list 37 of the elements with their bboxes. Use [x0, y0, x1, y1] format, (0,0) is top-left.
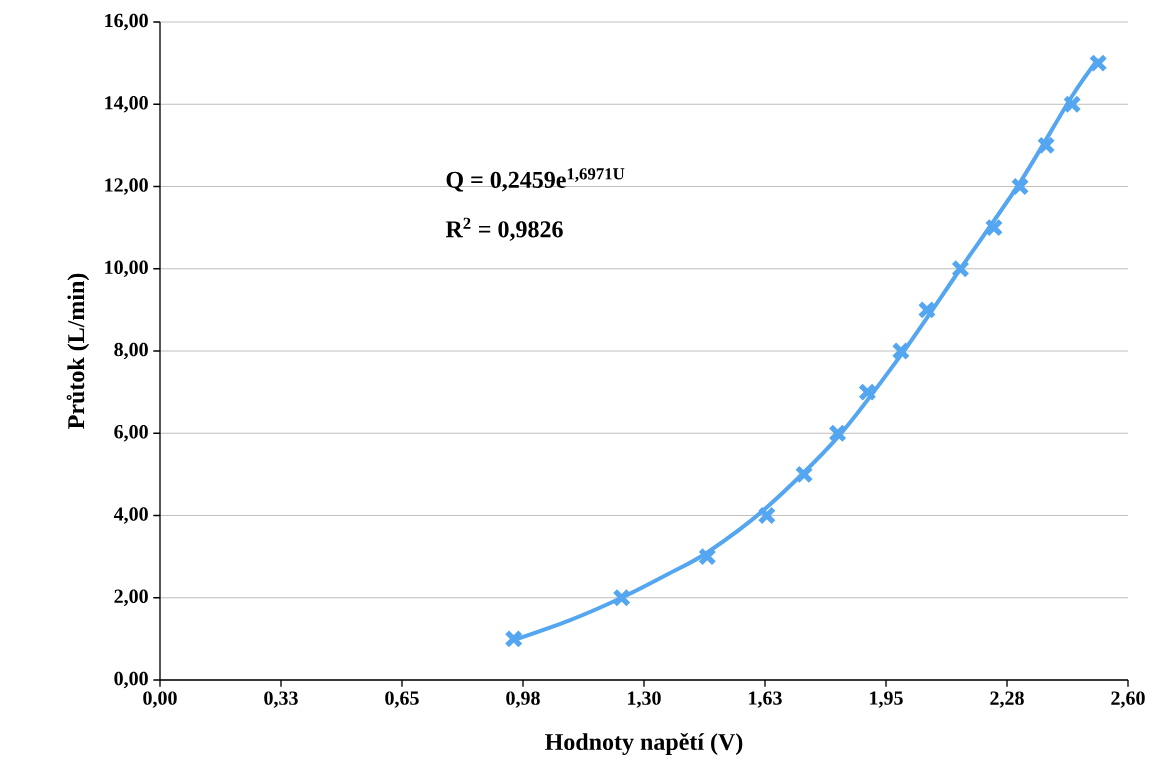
- x-tick-label: 0,65: [385, 691, 419, 708]
- y-tick-label: 2,00: [114, 589, 148, 606]
- point: [757, 506, 777, 525]
- x-tick-label: 0,33: [264, 691, 298, 708]
- point: [858, 382, 877, 402]
- x-tick-label: 2,60: [1111, 691, 1145, 708]
- y-tick-label: 0,00: [114, 671, 148, 689]
- point: [828, 423, 847, 443]
- y-axis-title: Průtok (L/min): [66, 273, 90, 429]
- point: [1062, 94, 1082, 114]
- y-tick-label: 12,00: [105, 178, 148, 195]
- x-tick-label: 1,63: [749, 691, 782, 708]
- x-tick-label: 0,98: [506, 691, 540, 708]
- point: [1010, 177, 1030, 196]
- point: [1088, 53, 1108, 73]
- point: [917, 300, 937, 320]
- point: [612, 588, 631, 608]
- annotation: R$^{2}$ = 0,9826: [445, 217, 563, 241]
- y-tick-label: 16,00: [105, 13, 148, 31]
- x-tick-label: 2,28: [990, 691, 1024, 708]
- y-tick-label: 14,00: [105, 96, 148, 113]
- point: [698, 547, 717, 566]
- x-tick-label: 1,95: [870, 691, 903, 708]
- point: [1036, 136, 1056, 155]
- point: [794, 465, 814, 484]
- x-tick-label: 0,00: [143, 691, 177, 708]
- point: [504, 629, 523, 649]
- x-tick-label: 1,30: [628, 691, 661, 708]
- point: [891, 341, 911, 361]
- y-tick-label: 4,00: [113, 507, 148, 524]
- point: [951, 259, 970, 279]
- x-axis-title: Hodnoty napětí (V): [545, 732, 743, 756]
- y-tick-label: 10,00: [105, 260, 148, 277]
- point: [984, 218, 1004, 237]
- annotation: Q = 0,2459e$^{1,6971U}$: [446, 168, 625, 192]
- y-tick-label: 6,00: [114, 425, 148, 442]
- y-tick-label: 8,00: [114, 342, 148, 360]
